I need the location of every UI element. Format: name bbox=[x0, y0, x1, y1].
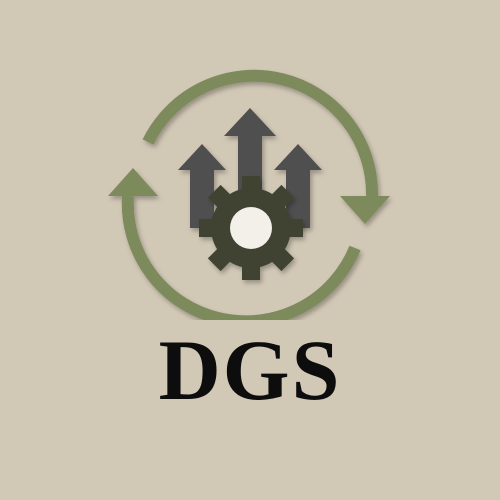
gear-icon bbox=[199, 176, 303, 280]
growth-arrows-icon bbox=[178, 108, 322, 228]
gear-hub bbox=[230, 207, 272, 249]
logo-emblem bbox=[108, 69, 390, 320]
cycle-arrows-icon bbox=[108, 69, 390, 320]
logo-wordmark: DGS bbox=[158, 322, 342, 418]
